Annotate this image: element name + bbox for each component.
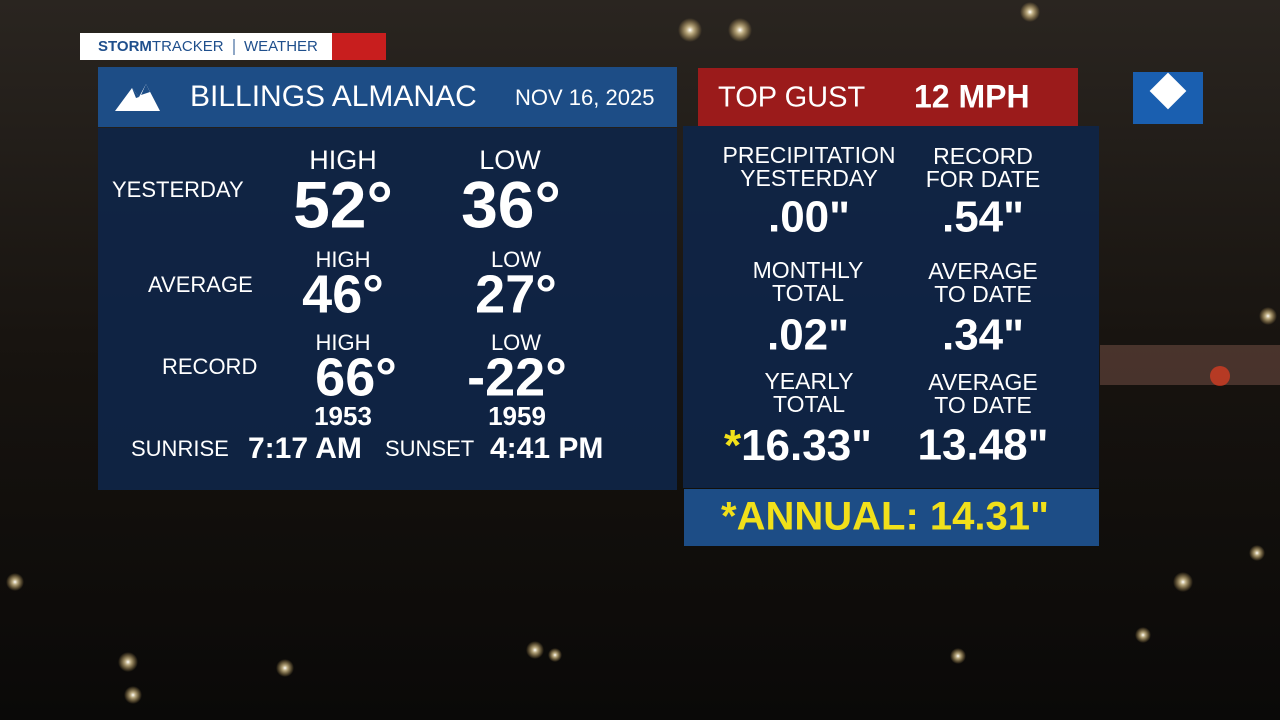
precip-value: .02" (767, 311, 849, 360)
temp-value: -22° (467, 347, 567, 407)
record-year: 1953 (314, 401, 372, 431)
sun-time: 7:17 AM (248, 432, 362, 465)
precip-label: AVERAGE (928, 369, 1038, 395)
precip-label: YESTERDAY (740, 165, 878, 191)
col-label: HIGH (309, 145, 377, 175)
precip-label: TO DATE (934, 392, 1032, 418)
col-label: HIGH (316, 247, 371, 272)
header-bar (98, 67, 677, 127)
precip-value: *16.33" (724, 421, 872, 470)
record-year: 1959 (488, 401, 546, 431)
precip-value: .54" (942, 193, 1024, 242)
col-label: HIGH (316, 330, 371, 355)
temp-value: 36° (461, 167, 561, 241)
precip-label: TOTAL (773, 391, 845, 417)
brand-weather: WEATHER (244, 38, 318, 55)
station-logo-mark (1149, 72, 1187, 110)
temp-value: 27° (475, 264, 557, 324)
precipitation-panel (683, 126, 1099, 488)
col-label: LOW (479, 145, 541, 175)
precip-label: TO DATE (934, 281, 1032, 307)
background-building (1100, 345, 1280, 385)
precip-value: 13.48" (918, 421, 1049, 470)
temp-value: 46° (302, 264, 384, 324)
sun-time: 4:41 PM (490, 432, 603, 465)
col-label: LOW (491, 247, 541, 272)
temp-value: 52° (293, 167, 393, 241)
precip-value: .00" (768, 193, 850, 242)
annual-bar (684, 489, 1099, 546)
row-label: YESTERDAY (112, 177, 244, 202)
precip-value: .34" (942, 311, 1024, 360)
asterisk: * (724, 421, 742, 470)
background-lights (6, 2, 1277, 704)
precip-label: FOR DATE (926, 166, 1041, 192)
sun-label: SUNSET (385, 436, 474, 461)
sun-label: SUNRISE (131, 436, 229, 461)
precip-label: PRECIPITATION (723, 142, 896, 168)
temp-value: 66° (315, 347, 397, 407)
precip-label: MONTHLY (753, 257, 864, 283)
brand-bar (80, 33, 332, 60)
header-date: NOV 16, 2025 (515, 85, 654, 110)
gust-value: 12 MPH (914, 78, 1030, 114)
yearly-value: 16.33" (741, 421, 872, 470)
precip-label: AVERAGE (928, 258, 1038, 284)
col-label: LOW (491, 330, 541, 355)
gust-label: TOP GUST (718, 82, 865, 114)
brand: STORMTRACKER (98, 38, 224, 55)
annual-value: *ANNUAL: 14.31" (721, 495, 1049, 539)
brand-storm: STORM (98, 38, 152, 55)
precip-label: RECORD (933, 143, 1033, 169)
header-title: BILLINGS ALMANAC (190, 80, 477, 113)
temperature-panel (98, 128, 677, 490)
precip-label: YEARLY (764, 368, 853, 394)
brand-tracker: TRACKER (152, 38, 224, 55)
gust-bar (698, 68, 1078, 126)
mountain-snow (132, 84, 150, 98)
row-label: AVERAGE (148, 272, 253, 297)
precip-label: TOTAL (772, 280, 844, 306)
row-label: RECORD (162, 354, 257, 379)
